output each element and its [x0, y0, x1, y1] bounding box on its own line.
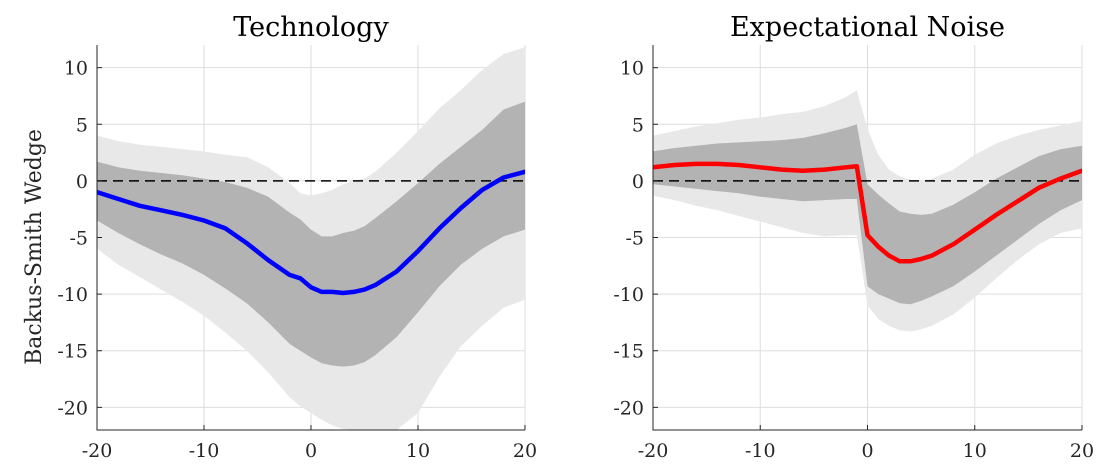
y-axis-label: Backus-Smith Wedge — [22, 129, 47, 365]
panel-title: Technology — [233, 12, 389, 43]
y-tick-label: -10 — [57, 284, 88, 306]
x-tick-label: 20 — [513, 440, 537, 462]
panel-title: Expectational Noise — [730, 12, 1005, 43]
x-tick-label: 10 — [963, 440, 987, 462]
y-tick-label: 0 — [76, 171, 88, 193]
x-tick-label: 0 — [305, 440, 317, 462]
y-tick-label: -10 — [613, 284, 644, 306]
y-tick-label: -5 — [625, 228, 644, 250]
median-response-line — [653, 161, 1082, 264]
x-tick-label: 10 — [406, 440, 430, 462]
y-tick-label: -15 — [57, 341, 88, 363]
y-tick-label: 10 — [620, 58, 644, 80]
y-tick-label: 5 — [632, 114, 644, 136]
expectational-noise-panel: -20 -10 0 10 20 10 5 0 -5 -10 -15 -20 Expectational … — [613, 12, 1094, 462]
y-tick-label: -15 — [613, 341, 644, 363]
y-tick-label: -5 — [69, 228, 88, 250]
y-tick-label: 5 — [76, 114, 88, 136]
y-tick-label: -20 — [613, 397, 644, 419]
technology-panel: -20 -10 0 10 20 10 5 0 -5 -10 -15 -20 Technology — [57, 12, 537, 462]
x-tick-label: -20 — [638, 440, 669, 462]
x-tick-label: -10 — [745, 440, 776, 462]
y-tick-label: 0 — [632, 171, 644, 193]
y-tick-label: 10 — [64, 58, 88, 80]
x-tick-label: 20 — [1070, 440, 1094, 462]
x-tick-label: -20 — [82, 440, 113, 462]
y-tick-label: -20 — [57, 397, 88, 419]
inner-confidence-band — [97, 101, 525, 367]
x-tick-label: 0 — [861, 440, 873, 462]
x-tick-label: -10 — [189, 440, 220, 462]
median-response-line — [97, 169, 525, 296]
